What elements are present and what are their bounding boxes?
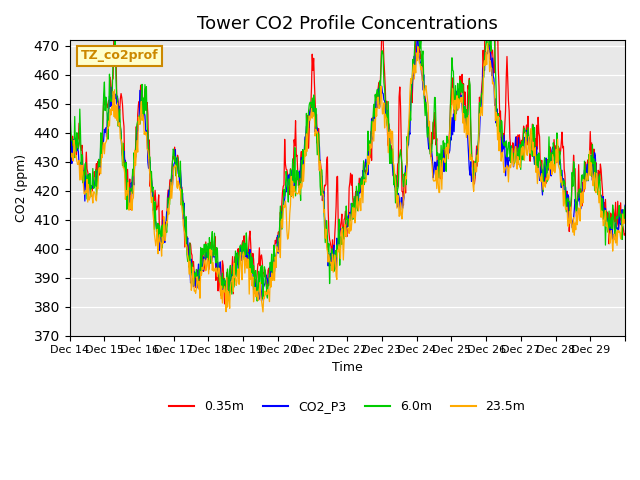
0.35m <box>261 267 269 273</box>
CO2_P3 <box>258 298 266 304</box>
0.35m <box>436 176 444 181</box>
23.5m <box>405 109 413 115</box>
Y-axis label: CO2 (ppm): CO2 (ppm) <box>15 154 28 222</box>
6.0m <box>261 268 269 274</box>
6.0m <box>405 125 413 131</box>
Line: 0.35m: 0.35m <box>70 0 625 304</box>
CO2_P3 <box>413 34 421 40</box>
CO2_P3 <box>437 165 445 170</box>
Line: 23.5m: 23.5m <box>70 43 625 312</box>
23.5m <box>436 157 444 163</box>
23.5m <box>484 40 492 46</box>
0.35m <box>405 119 413 125</box>
6.0m <box>621 204 629 210</box>
0.35m <box>131 152 139 158</box>
CO2_P3 <box>66 143 74 148</box>
0.35m <box>221 301 228 307</box>
6.0m <box>131 161 139 167</box>
23.5m <box>282 205 290 211</box>
0.35m <box>234 247 241 252</box>
X-axis label: Time: Time <box>332 361 363 374</box>
Title: Tower CO2 Profile Concentrations: Tower CO2 Profile Concentrations <box>197 15 498 33</box>
0.35m <box>282 167 290 172</box>
23.5m <box>66 161 74 167</box>
23.5m <box>261 288 269 294</box>
6.0m <box>66 132 74 138</box>
CO2_P3 <box>233 251 241 256</box>
23.5m <box>131 147 139 153</box>
23.5m <box>233 279 241 285</box>
0.35m <box>66 107 74 113</box>
CO2_P3 <box>621 203 629 208</box>
6.0m <box>233 251 241 257</box>
0.35m <box>621 231 629 237</box>
CO2_P3 <box>261 280 269 286</box>
6.0m <box>437 143 445 148</box>
CO2_P3 <box>405 129 413 134</box>
23.5m <box>621 220 629 226</box>
23.5m <box>259 309 267 315</box>
CO2_P3 <box>131 151 139 157</box>
Legend: 0.35m, CO2_P3, 6.0m, 23.5m: 0.35m, CO2_P3, 6.0m, 23.5m <box>164 395 531 418</box>
CO2_P3 <box>282 189 290 195</box>
6.0m <box>282 168 290 174</box>
Line: CO2_P3: CO2_P3 <box>70 37 625 301</box>
6.0m <box>253 298 261 304</box>
Text: TZ_co2prof: TZ_co2prof <box>81 49 158 62</box>
Line: 6.0m: 6.0m <box>70 0 625 301</box>
